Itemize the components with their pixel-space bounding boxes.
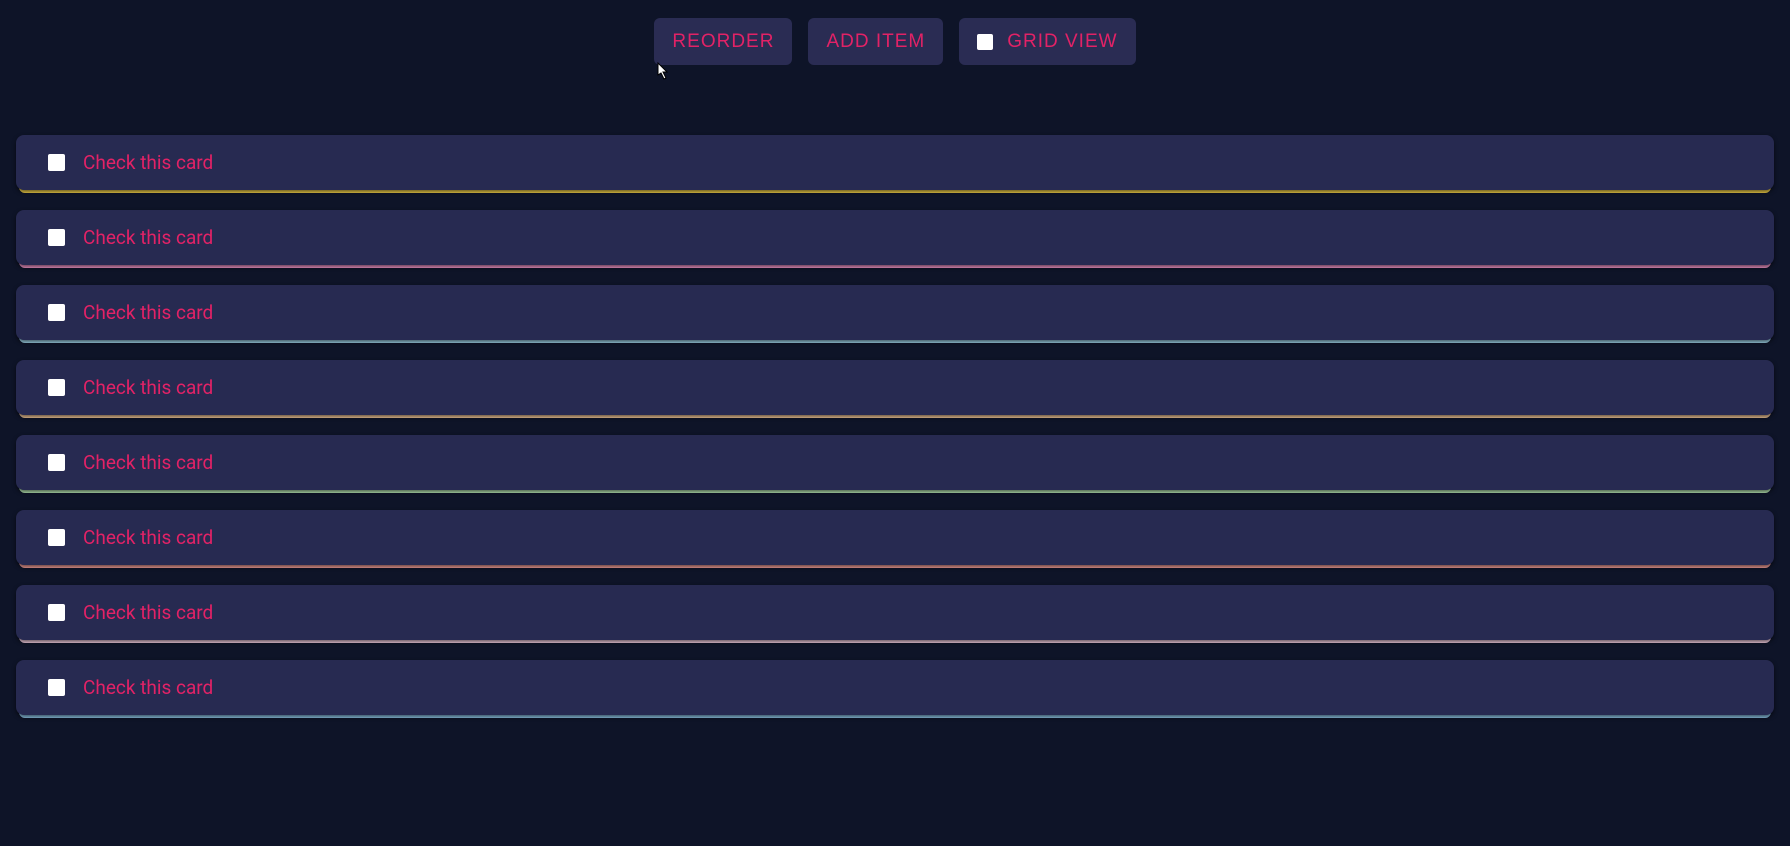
card-checkbox[interactable] <box>48 454 65 471</box>
card-checkbox[interactable] <box>48 379 65 396</box>
reorder-button[interactable]: Reorder <box>654 18 792 65</box>
card-checkbox[interactable] <box>48 604 65 621</box>
add-item-button-label: Add Item <box>826 32 925 51</box>
card-label: Check this card <box>83 451 213 474</box>
grid-view-checkbox[interactable] <box>977 34 993 50</box>
card-checkbox[interactable] <box>48 154 65 171</box>
add-item-button[interactable]: Add Item <box>808 18 943 65</box>
card-label: Check this card <box>83 151 213 174</box>
card-label: Check this card <box>83 676 213 699</box>
card-list: Check this card Check this card Check this… <box>0 77 1790 735</box>
card[interactable]: Check this card <box>16 660 1774 715</box>
card-checkbox[interactable] <box>48 304 65 321</box>
card-label: Check this card <box>83 526 213 549</box>
card[interactable]: Check this card <box>16 360 1774 415</box>
card-label: Check this card <box>83 601 213 624</box>
card[interactable]: Check this card <box>16 285 1774 340</box>
card[interactable]: Check this card <box>16 510 1774 565</box>
card-checkbox[interactable] <box>48 679 65 696</box>
reorder-button-label: Reorder <box>672 32 774 51</box>
card-checkbox[interactable] <box>48 529 65 546</box>
card-label: Check this card <box>83 376 213 399</box>
card[interactable]: Check this card <box>16 210 1774 265</box>
card-label: Check this card <box>83 226 213 249</box>
card-label: Check this card <box>83 301 213 324</box>
grid-view-label: Grid View <box>1007 32 1117 51</box>
grid-view-toggle[interactable]: Grid View <box>959 18 1135 65</box>
card[interactable]: Check this card <box>16 435 1774 490</box>
toolbar: Reorder Add Item Grid View <box>0 0 1790 77</box>
card[interactable]: Check this card <box>16 135 1774 190</box>
card-checkbox[interactable] <box>48 229 65 246</box>
card[interactable]: Check this card <box>16 585 1774 640</box>
